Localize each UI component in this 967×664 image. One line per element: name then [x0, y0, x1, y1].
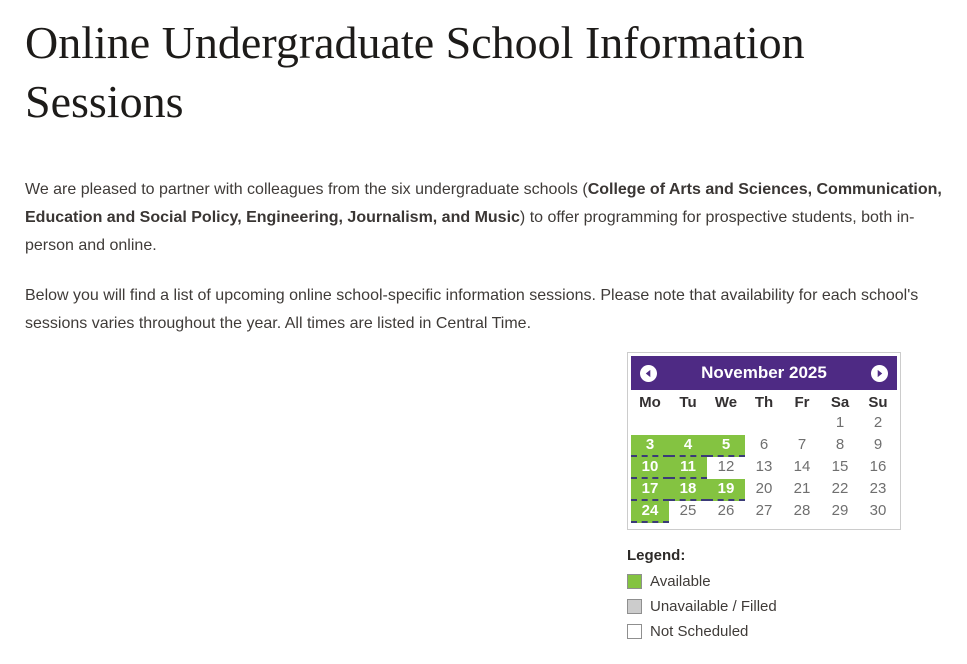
calendar-day-empty [631, 413, 669, 435]
calendar-day-empty [745, 413, 783, 435]
calendar-day: 13 [745, 457, 783, 479]
calendar-day: 20 [745, 479, 783, 501]
calendar-day: 21 [783, 479, 821, 501]
calendar-day-available[interactable]: 17 [631, 479, 669, 501]
calendar-day-available[interactable]: 5 [707, 435, 745, 457]
calendar-header: November 2025 [631, 356, 897, 390]
calendar-dow-label: Fr [794, 394, 810, 411]
not-scheduled-swatch-icon [627, 624, 642, 639]
available-swatch-icon [627, 574, 642, 589]
calendar-dow-label: Sa [830, 394, 850, 411]
legend-title: Legend: [627, 547, 686, 564]
calendar-week-row: 24 25 26 27 28 29 30 [631, 501, 897, 523]
calendar-day: 23 [859, 479, 897, 501]
calendar-day: 12 [707, 457, 745, 479]
legend-item-available: Available [627, 573, 901, 590]
calendar-day: 25 [669, 501, 707, 523]
chevron-right-icon [875, 369, 884, 378]
calendar-day-available[interactable]: 18 [669, 479, 707, 501]
calendar-day-empty [783, 413, 821, 435]
legend: Legend: Available Unavailable / Filled N… [627, 547, 901, 640]
calendar-day-available[interactable]: 4 [669, 435, 707, 457]
calendar-day: 14 [783, 457, 821, 479]
calendar-week-row: 17 18 19 20 21 22 23 [631, 479, 897, 501]
calendar-day: 29 [821, 501, 859, 523]
page-content: Online Undergraduate School Information … [0, 13, 967, 640]
calendar-day: 2 [859, 413, 897, 435]
intro-paragraph: We are pleased to partner with colleague… [25, 176, 945, 260]
calendar-day: 27 [745, 501, 783, 523]
legend-item-label: Not Scheduled [650, 623, 749, 640]
calendar-day-headers: Mo Tu We Th Fr Sa Su [631, 393, 897, 413]
calendar-day: 15 [821, 457, 859, 479]
intro-schools-bold: College of Arts and Sciences, Communicat… [25, 181, 942, 226]
calendar-day: 6 [745, 435, 783, 457]
calendar-day-available[interactable]: 24 [631, 501, 669, 523]
legend-item-unavailable: Unavailable / Filled [627, 598, 901, 615]
calendar-week-row: 10 11 12 13 14 15 16 [631, 457, 897, 479]
calendar-day: 28 [783, 501, 821, 523]
legend-item-label: Available [650, 573, 711, 590]
calendar-dow-label: Su [868, 394, 888, 411]
calendar-day: 9 [859, 435, 897, 457]
calendar-dow-label: Mo [639, 394, 661, 411]
calendar-day-empty [669, 413, 707, 435]
calendar-dow-label: We [714, 394, 738, 411]
legend-item-not-scheduled: Not Scheduled [627, 623, 901, 640]
calendar-day: 22 [821, 479, 859, 501]
sessions-paragraph: Below you will find a list of upcoming o… [25, 287, 919, 332]
intro-text-pre: We are pleased to partner with colleague… [25, 181, 588, 198]
calendar-dow-label: Tu [679, 394, 697, 411]
calendar-grid: 1 2 3 4 5 6 7 8 9 10 11 12 13 14 15 16 17 18 19 20 21 22 23 24 2… [631, 413, 897, 523]
chevron-left-icon [644, 369, 653, 378]
calendar-day-available[interactable]: 11 [669, 457, 707, 479]
page-title: Online Undergraduate School Information … [25, 17, 805, 127]
calendar-day-available[interactable]: 19 [707, 479, 745, 501]
calendar-dow-label: Th [754, 394, 774, 411]
calendar-day: 30 [859, 501, 897, 523]
calendar-next-month-button[interactable] [871, 364, 888, 382]
calendar-prev-month-button[interactable] [640, 364, 657, 382]
calendar-day-available[interactable]: 10 [631, 457, 669, 479]
availability-calendar: November 2025 Mo Tu We Th Fr Sa Su 1 2 3 4 5 6 7 8 9 10… [627, 352, 901, 530]
intro-text-post: ) to offer programming for prospective s… [25, 209, 915, 254]
calendar-column: November 2025 Mo Tu We Th Fr Sa Su 1 2 3 4 5 6 7 8 9 10… [627, 352, 901, 640]
calendar-day: 8 [821, 435, 859, 457]
calendar-day: 16 [859, 457, 897, 479]
unavailable-swatch-icon [627, 599, 642, 614]
calendar-day: 26 [707, 501, 745, 523]
calendar-day: 7 [783, 435, 821, 457]
calendar-day-available[interactable]: 3 [631, 435, 669, 457]
calendar-month-title: November 2025 [701, 363, 827, 382]
calendar-day: 1 [821, 413, 859, 435]
legend-item-label: Unavailable / Filled [650, 598, 777, 615]
calendar-day-empty [707, 413, 745, 435]
